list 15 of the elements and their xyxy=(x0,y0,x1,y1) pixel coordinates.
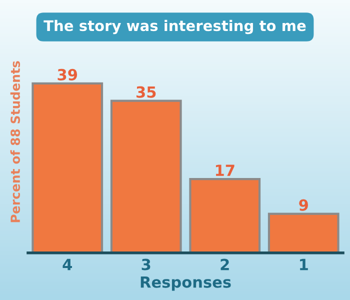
bar xyxy=(32,82,104,253)
x-tick-label: 1 xyxy=(300,258,308,270)
x-tick-label: 2 xyxy=(220,258,229,270)
data-label: 35 xyxy=(136,86,156,98)
x-axis-title: Responses xyxy=(140,276,231,291)
x-tick-label: 4 xyxy=(62,258,72,270)
data-label: 17 xyxy=(216,164,234,176)
data-label: 39 xyxy=(58,68,78,80)
x-tick-label: 3 xyxy=(142,258,150,270)
bar xyxy=(189,178,261,253)
bar xyxy=(110,100,182,253)
data-label: 9 xyxy=(299,199,308,211)
chart-title: The story was interesting to me xyxy=(44,20,306,34)
bar xyxy=(268,212,340,253)
y-axis-title: Percent of 88 Students xyxy=(10,61,20,222)
